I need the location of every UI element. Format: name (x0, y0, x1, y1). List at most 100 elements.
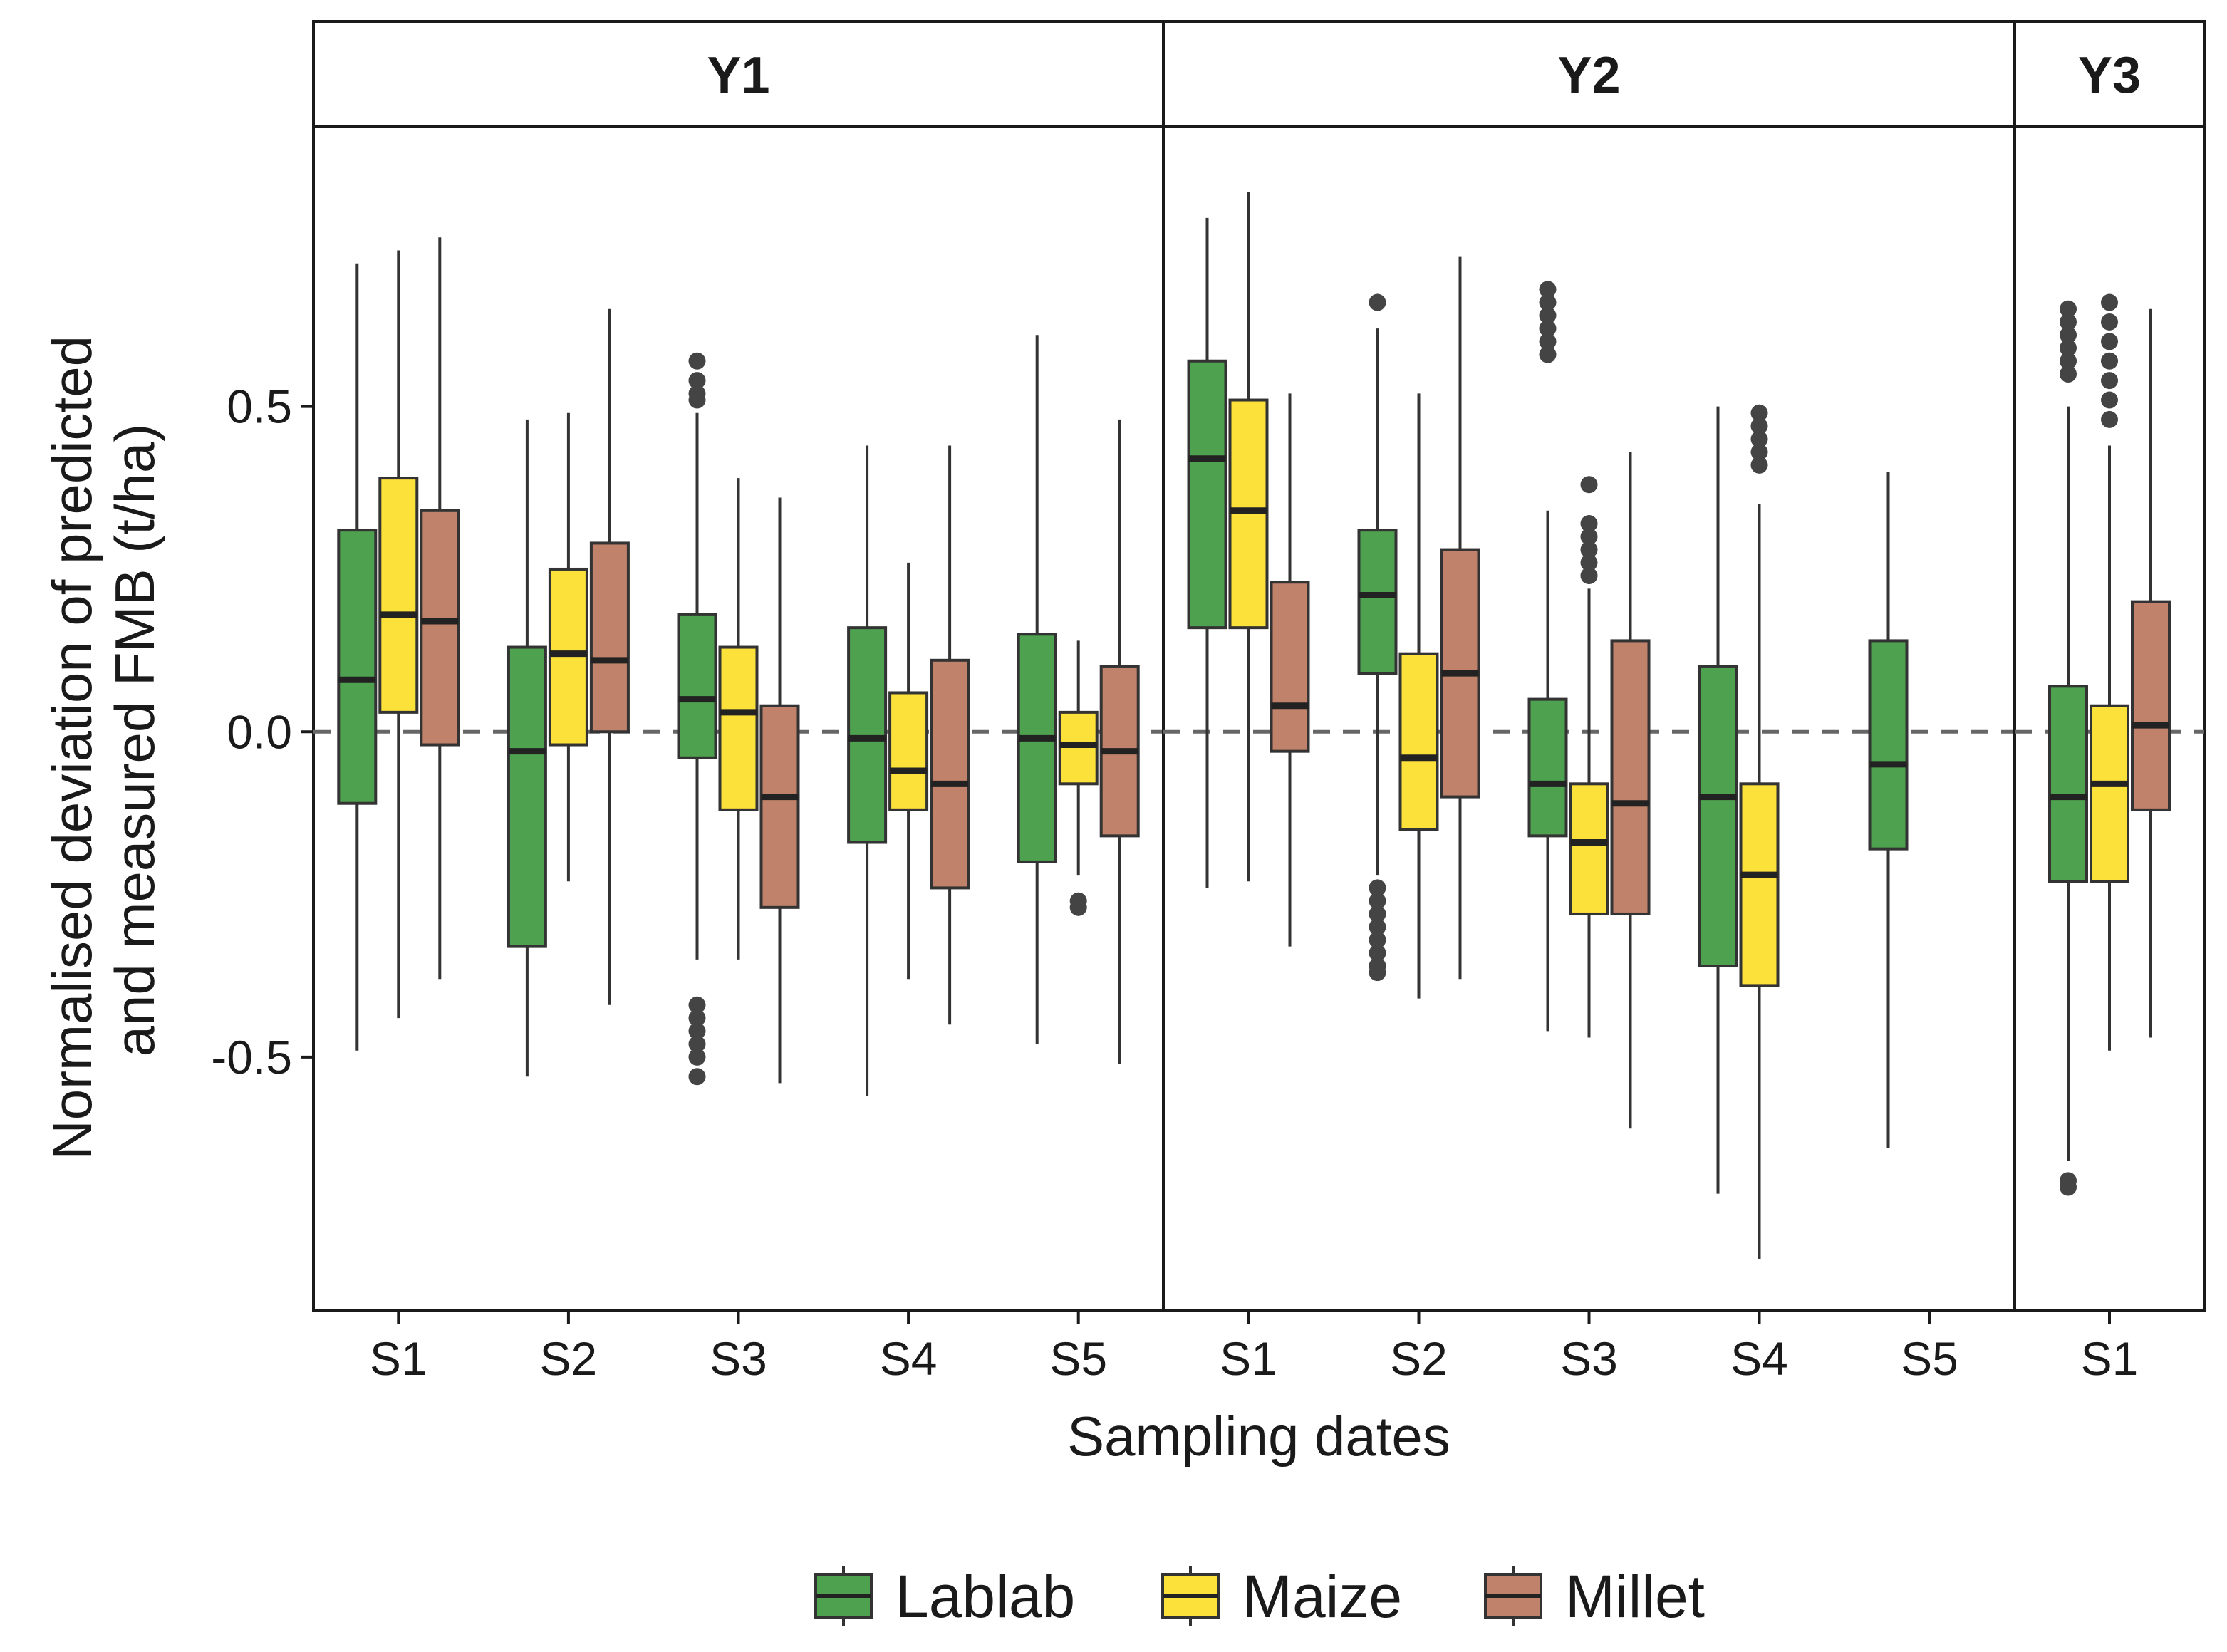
legend-item-millet: Millet (1484, 1563, 1705, 1630)
outlier-point (1580, 554, 1598, 571)
box-iqr (930, 658, 970, 890)
x-tick-label-y2-s4: S4 (1730, 1332, 1788, 1385)
box-y1-s5-maize (1058, 640, 1099, 916)
outlier-point (1580, 528, 1598, 546)
box-y2-s4-lablab (1698, 406, 1738, 1194)
outlier-point (688, 391, 706, 409)
box-iqr (1187, 359, 1227, 630)
outlier-point (2060, 352, 2077, 370)
outlier-point (2101, 372, 2118, 390)
box-y2-s1-lablab (1187, 217, 1227, 888)
outlier-point (1369, 931, 1386, 949)
box-iqr (507, 645, 547, 948)
strip-label-y1: Y1 (707, 47, 769, 104)
outlier-point (1369, 944, 1386, 962)
box-y1-s1-lablab (337, 263, 378, 1051)
outlier-point (2060, 313, 2077, 331)
box-y1-s4-lablab (847, 445, 888, 1096)
box-iqr (2131, 600, 2171, 811)
outlier-point (1750, 417, 1768, 435)
box-iqr (1270, 581, 1310, 753)
box-iqr (677, 613, 717, 759)
outlier-point (688, 1068, 706, 1086)
outlier-point (1580, 476, 1598, 494)
x-tick-label-y1-s4: S4 (880, 1332, 938, 1385)
strip-label-y2: Y2 (1557, 47, 1620, 104)
box-y2-s2-lablab (1357, 293, 1398, 982)
box-iqr (1868, 639, 1909, 851)
legend: Lablab Maize Millet (814, 1563, 1705, 1630)
outlier-point (1539, 306, 1557, 324)
outlier-point (688, 1009, 706, 1027)
panels: Y1 Y2 Y3 (312, 20, 2206, 1312)
outlier-point (2060, 339, 2077, 357)
box-iqr (1610, 639, 1651, 915)
box-iqr (1398, 652, 1439, 831)
outlier-point (1539, 333, 1557, 350)
box-y1-s5-lablab (1017, 335, 1057, 1044)
outlier-point (1369, 879, 1386, 897)
box-y1-s3-maize (718, 478, 759, 960)
x-axis-title: Sampling dates (1067, 1405, 1450, 1467)
outlier-point (688, 352, 706, 370)
box-iqr (718, 645, 759, 811)
y-tick-label: 0.5 (227, 380, 292, 433)
outlier-point (688, 1048, 706, 1066)
box-y1-s3-lablab (677, 352, 717, 1086)
outlier-point (2060, 326, 2077, 344)
y-tick-label: -0.5 (211, 1031, 292, 1084)
outlier-point (688, 1035, 706, 1053)
legend-label-maize: Maize (1242, 1563, 1402, 1630)
box-y1-s2-millet (589, 308, 630, 1005)
outlier-point (688, 1022, 706, 1040)
box-iqr (1527, 697, 1568, 838)
box-iqr (337, 529, 378, 805)
outlier-point (1369, 964, 1386, 982)
strip-y1 (312, 20, 1165, 128)
box-y2-s2-millet (1440, 256, 1480, 980)
panel-y3: Y3 (2013, 20, 2206, 1312)
strip-y3 (2013, 20, 2206, 128)
box-iqr (1569, 782, 1609, 915)
x-axis: S1 S2 S3 S4 S5 S1 S2 S3 S4 S5 S1 (370, 1311, 2138, 1385)
box-y3-s1-lablab (2048, 300, 2088, 1196)
box-y1-s2-maize (548, 412, 588, 882)
box-iqr (888, 691, 929, 811)
box-y2-s5-lablab (1868, 471, 1909, 1148)
box-iqr (1698, 665, 1738, 968)
legend-label-lablab: Lablab (896, 1563, 1075, 1630)
legend-label-millet: Millet (1565, 1563, 1705, 1630)
legend-item-lablab: Lablab (814, 1563, 1075, 1630)
outlier-point (1750, 430, 1768, 448)
box-iqr (1357, 529, 1398, 675)
outlier-point (1539, 346, 1557, 363)
box-y2-s1-millet (1270, 393, 1310, 947)
outlier-point (1539, 293, 1557, 311)
box-iqr (1228, 398, 1269, 630)
box-y2-s3-maize (1569, 476, 1609, 1038)
box-iqr (2048, 685, 2088, 883)
box-y2-s4-maize (1739, 404, 1780, 1259)
box-y3-s1-maize (2090, 293, 2129, 1051)
strip-y2 (1162, 20, 2016, 128)
outlier-point (2101, 333, 2118, 350)
box-iqr (847, 626, 888, 844)
outlier-point (1369, 918, 1386, 936)
box-y2-s3-millet (1610, 452, 1651, 1129)
outlier-point (2060, 365, 2077, 383)
box-iqr (1739, 782, 1780, 987)
box-iqr (589, 541, 630, 734)
box-y1-s3-millet (759, 497, 800, 1084)
outlier-point (1369, 905, 1386, 923)
y-tick-label: 0.0 (227, 705, 292, 758)
box-y1-s5-millet (1099, 419, 1140, 1064)
box-iqr (420, 509, 460, 747)
outlier-point (1750, 443, 1768, 461)
box-y2-s1-maize (1228, 192, 1269, 882)
y-axis-title: Normalised deviation of predicted and me… (41, 320, 166, 1160)
x-tick-label-y2-s5: S5 (1901, 1332, 1958, 1385)
panel-y1: Y1 (312, 20, 1165, 1312)
panel-y2: Y2 (1162, 20, 2016, 1312)
x-tick-label-y1-s5: S5 (1049, 1332, 1107, 1385)
